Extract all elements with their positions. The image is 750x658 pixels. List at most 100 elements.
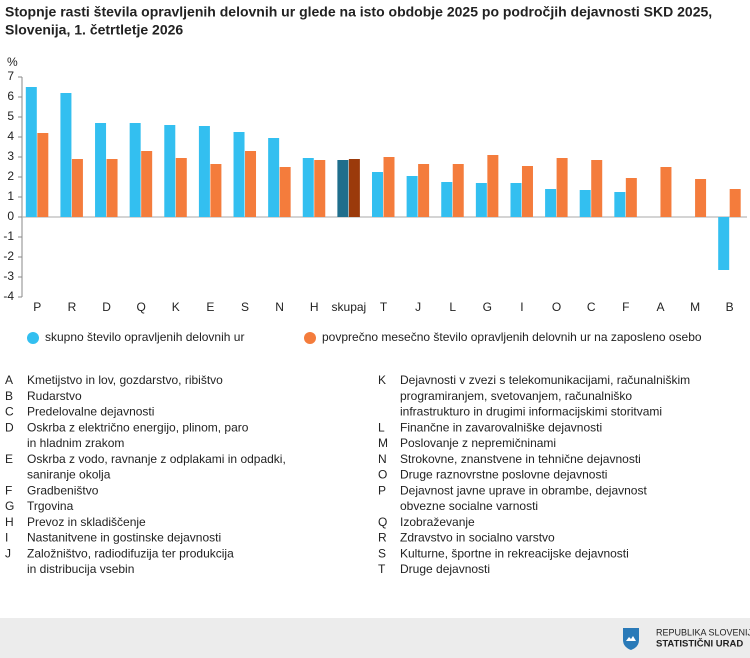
x-tick-label: L bbox=[449, 300, 456, 314]
y-tick-label: -1 bbox=[3, 229, 14, 243]
glossary-code: O bbox=[378, 468, 387, 482]
glossary-text: Oskrba z električno energijo, plinom, pa… bbox=[27, 420, 249, 434]
bar bbox=[406, 176, 418, 217]
y-tick-label: 7 bbox=[7, 69, 14, 83]
bar bbox=[337, 160, 349, 217]
bar bbox=[591, 160, 603, 217]
bar bbox=[383, 157, 395, 217]
y-tick-label: 6 bbox=[7, 89, 14, 103]
x-tick-label: H bbox=[310, 300, 319, 314]
logo-text: STATISTIČNI URAD bbox=[656, 638, 743, 650]
glossary-code: S bbox=[378, 546, 386, 560]
x-tick-label: skupaj bbox=[332, 300, 367, 314]
glossary-code: T bbox=[378, 562, 386, 576]
y-tick-label: 1 bbox=[7, 189, 14, 203]
bar bbox=[60, 93, 72, 217]
y-tick-label: 4 bbox=[7, 129, 14, 143]
x-tick-label: B bbox=[726, 300, 734, 314]
bar bbox=[614, 192, 626, 217]
legend-label: povprečno mesečno število opravljenih de… bbox=[322, 330, 702, 344]
bar bbox=[129, 123, 141, 217]
glossary-text: saniranje okolja bbox=[27, 468, 111, 482]
glossary-code: C bbox=[5, 405, 14, 419]
glossary-text: Izobraževanje bbox=[400, 515, 475, 529]
glossary-text: Kmetijstvo in lov, gozdarstvo, ribištvo bbox=[27, 373, 223, 387]
legend-label: skupno število opravljenih delovnih ur bbox=[45, 330, 244, 344]
chart-title: Slovenija, 1. četrtletje 2026 bbox=[5, 22, 183, 38]
bar bbox=[372, 172, 383, 217]
bar bbox=[718, 217, 730, 270]
glossary-text: Trgovina bbox=[27, 499, 74, 513]
glossary-text: Prevoz in skladiščenje bbox=[27, 515, 146, 529]
glossary-code: I bbox=[5, 531, 8, 545]
glossary-code: K bbox=[378, 373, 386, 387]
x-tick-label: S bbox=[241, 300, 249, 314]
bar bbox=[521, 166, 533, 217]
x-tick-label: I bbox=[520, 300, 523, 314]
x-tick-label: E bbox=[206, 300, 214, 314]
bar bbox=[556, 158, 568, 217]
bar bbox=[545, 189, 557, 217]
y-tick-label: 5 bbox=[7, 109, 14, 123]
x-tick-label: Q bbox=[136, 300, 145, 314]
x-tick-label: K bbox=[172, 300, 180, 314]
bar bbox=[660, 167, 672, 217]
bar bbox=[106, 159, 118, 217]
legend-swatch bbox=[304, 332, 316, 344]
glossary-text: Predelovalne dejavnosti bbox=[27, 405, 154, 419]
glossary-code: N bbox=[378, 452, 387, 466]
bar bbox=[268, 138, 280, 217]
glossary-code: F bbox=[5, 483, 12, 497]
logo-text: REPUBLIKA SLOVENIJA bbox=[656, 627, 750, 637]
x-tick-label: M bbox=[690, 300, 700, 314]
bar bbox=[95, 123, 107, 217]
chart-title: Stopnje rasti števila opravljenih delovn… bbox=[5, 4, 712, 20]
bar bbox=[233, 132, 245, 217]
bar bbox=[25, 87, 37, 217]
glossary-text: Druge raznovrstne poslovne dejavnosti bbox=[400, 468, 607, 482]
glossary-text: Dejavnosti v zvezi s telekomunikacijami,… bbox=[400, 373, 690, 387]
glossary-text: in hladnim zrakom bbox=[27, 436, 124, 450]
glossary-text: Strokovne, znanstvene in tehnične dejavn… bbox=[400, 452, 641, 466]
bar bbox=[279, 167, 291, 217]
glossary-code: H bbox=[5, 515, 14, 529]
bar bbox=[510, 183, 522, 217]
glossary-code: P bbox=[378, 483, 386, 497]
x-tick-label: P bbox=[33, 300, 41, 314]
y-tick-label: -3 bbox=[3, 269, 14, 283]
bar bbox=[210, 164, 222, 217]
glossary-code: Q bbox=[378, 515, 387, 529]
x-tick-label: N bbox=[275, 300, 284, 314]
y-tick-label: -2 bbox=[3, 249, 14, 263]
glossary-code: B bbox=[5, 389, 13, 403]
y-tick-label: 3 bbox=[7, 149, 14, 163]
y-tick-label: 0 bbox=[7, 209, 14, 223]
glossary-text: Kulturne, športne in rekreacijske dejavn… bbox=[400, 546, 629, 560]
bar bbox=[302, 158, 314, 217]
glossary-text: Oskrba z vodo, ravnanje z odplakami in o… bbox=[27, 452, 286, 466]
x-tick-label: D bbox=[102, 300, 111, 314]
bar bbox=[314, 160, 326, 217]
glossary-text: Zdravstvo in socialno varstvo bbox=[400, 531, 555, 545]
y-unit-label: % bbox=[7, 55, 18, 69]
glossary-text: infrastrukturo in drugimi informacijskim… bbox=[400, 405, 662, 419]
glossary-code: J bbox=[5, 546, 11, 560]
glossary-code: E bbox=[5, 452, 13, 466]
bar bbox=[348, 159, 360, 217]
glossary-text: in distribucija vsebin bbox=[27, 562, 134, 576]
logo-shield bbox=[623, 628, 639, 650]
x-tick-label: R bbox=[68, 300, 77, 314]
x-tick-label: C bbox=[587, 300, 596, 314]
x-tick-label: A bbox=[656, 300, 664, 314]
glossary-code: M bbox=[378, 436, 388, 450]
bar bbox=[625, 178, 637, 217]
bar bbox=[418, 164, 430, 217]
glossary-text: obvezne socialne varnosti bbox=[400, 499, 538, 513]
bar bbox=[695, 179, 707, 217]
legend-swatch bbox=[27, 332, 39, 344]
x-tick-label: T bbox=[380, 300, 388, 314]
x-tick-label: O bbox=[552, 300, 561, 314]
bar bbox=[579, 190, 591, 217]
glossary-text: Druge dejavnosti bbox=[400, 562, 490, 576]
